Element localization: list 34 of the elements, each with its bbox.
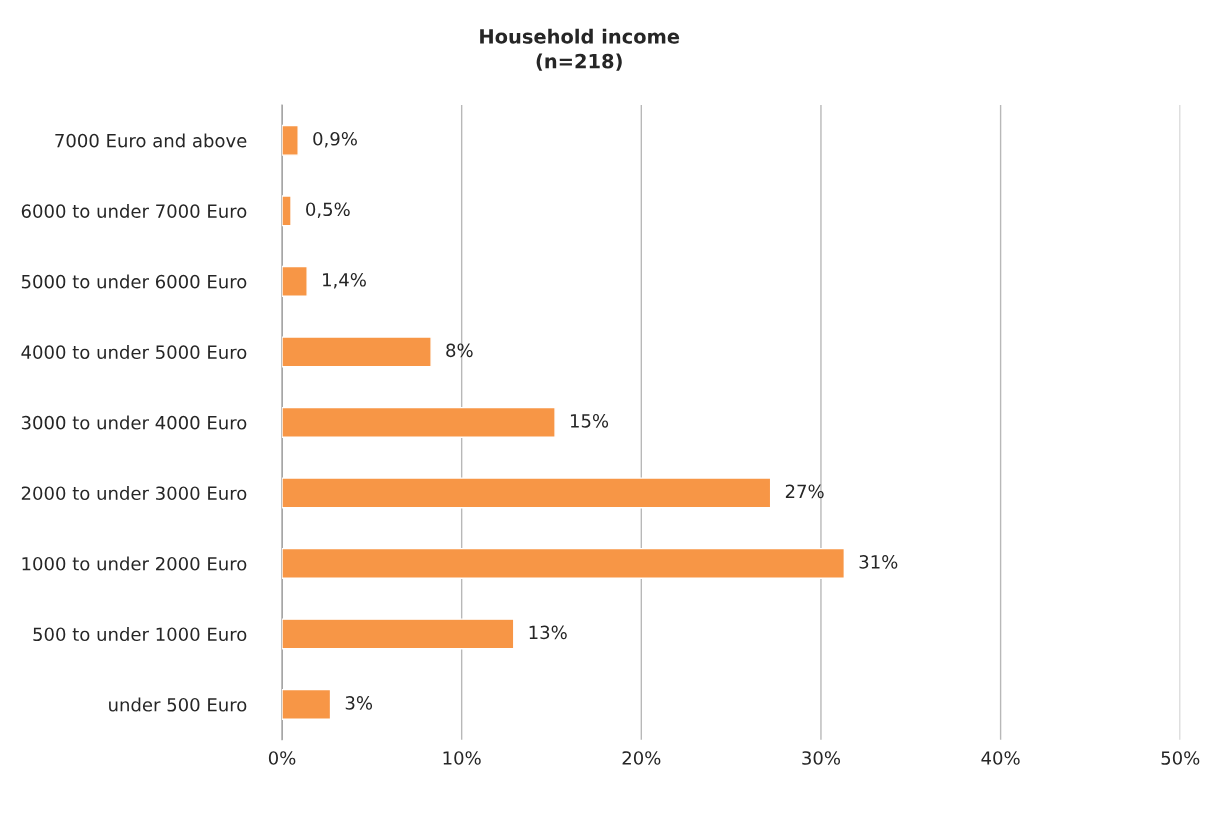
y-tick-label: 500 to under 1000 Euro xyxy=(33,627,247,642)
y-tick-label: 5000 to under 6000 Euro xyxy=(21,274,247,289)
bar xyxy=(282,547,846,579)
data-label: 31% xyxy=(859,555,898,569)
data-label: 0,9% xyxy=(313,131,357,148)
data-label: 27% xyxy=(785,484,824,499)
y-tick-label: 4000 to under 5000 Euro xyxy=(21,345,247,360)
bar xyxy=(282,688,332,720)
y-tick-label: 7000 Euro and above xyxy=(55,133,247,148)
bar xyxy=(282,336,432,368)
bar xyxy=(282,265,308,297)
data-label: 1,4% xyxy=(323,272,366,289)
x-tick-label: 50% xyxy=(1161,751,1200,765)
y-tick-label: 2000 to under 3000 Euro xyxy=(21,486,247,501)
data-label: 8% xyxy=(446,343,473,358)
bar xyxy=(282,618,515,650)
y-tick-label: 1000 to under 2000 Euro xyxy=(22,556,247,571)
y-tick-label: 6000 to under 7000 Euro xyxy=(21,204,247,218)
y-tick-label: 3000 to under 4000 Euro xyxy=(21,415,247,430)
x-tick-label: 40% xyxy=(981,751,1020,765)
bar xyxy=(282,195,292,227)
data-label: 0,5% xyxy=(306,202,350,218)
x-tick-label: 10% xyxy=(443,751,481,765)
data-label: 15% xyxy=(570,413,609,428)
bar xyxy=(282,406,556,438)
data-label: 13% xyxy=(529,625,567,640)
data-label: 3% xyxy=(345,696,373,710)
x-tick-label: 30% xyxy=(802,751,841,765)
x-tick-label: 20% xyxy=(622,751,661,765)
y-tick-label: under 500 Euro xyxy=(109,697,247,712)
x-tick-label: 0% xyxy=(268,751,296,765)
bar xyxy=(282,477,772,509)
chart-title: Household income (n=218) xyxy=(480,28,680,71)
bar xyxy=(282,124,299,156)
